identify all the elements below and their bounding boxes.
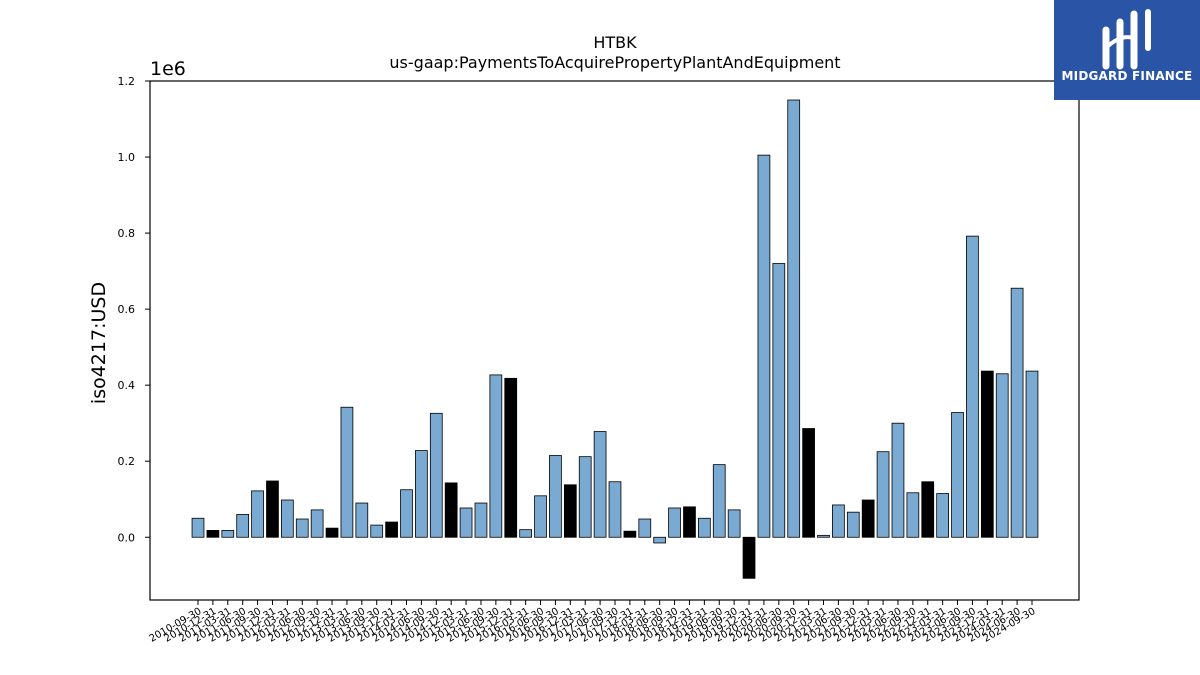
bar-2022-09-30 (906, 492, 920, 538)
bar-2023-06-30 (951, 412, 964, 538)
bar-2024-06-30 (1010, 287, 1024, 538)
bar-2015-09-30 (489, 374, 503, 538)
plot-frame (149, 80, 1080, 601)
y-tick-label: 0.2 (118, 455, 136, 468)
bar-2020-12-31 (802, 428, 815, 538)
y-tick-label: 0.6 (118, 303, 136, 316)
bar-2015-06-30 (474, 502, 488, 538)
bar-2011-06-30 (236, 514, 250, 538)
bar-2014-09-30 (429, 412, 443, 538)
bar-2018-09-30 (668, 507, 681, 538)
bar-2012-12-31 (325, 527, 339, 538)
bar-2012-06-30 (295, 518, 309, 538)
bar-2013-12-31 (385, 521, 398, 538)
y-tick-label: 1.2 (118, 75, 136, 88)
bar-2023-09-30 (966, 235, 979, 538)
bar-2019-03-31 (698, 517, 711, 538)
bar-2014-06-30 (415, 450, 428, 538)
bar-2017-12-31 (623, 530, 637, 538)
bar-2016-06-30 (534, 495, 547, 538)
bar-2022-03-31 (876, 451, 890, 538)
bar-2019-12-31 (742, 536, 756, 579)
bar-2018-12-31 (683, 506, 696, 538)
bar-2010-09-30 (191, 517, 205, 538)
bar-2021-09-30 (846, 511, 860, 538)
bar-2013-03-31 (340, 406, 354, 538)
bar-2023-12-31 (980, 370, 994, 538)
bars-group (191, 99, 1039, 579)
bar-2020-06-30 (772, 263, 786, 538)
bar-2024-03-31 (995, 373, 1009, 538)
bar-2020-03-31 (757, 154, 771, 538)
chart-subtitle: us-gaap:PaymentsToAcquirePropertyPlantAn… (389, 53, 840, 72)
bar-2010-12-31 (206, 530, 220, 538)
bar-2015-12-31 (504, 377, 518, 538)
bar-2016-03-31 (519, 529, 533, 538)
bar-2019-09-30 (727, 509, 741, 538)
bar-2024-09-30 (1025, 370, 1039, 538)
bar-2017-09-30 (608, 481, 622, 538)
bar-2016-12-31 (563, 484, 577, 538)
y-axis-multiplier: 1e6 (150, 58, 186, 80)
midgard-finance-logo: MIDGARD FINANCE (1054, 0, 1200, 100)
y-tick-label: 0.4 (118, 379, 136, 392)
bar-2018-06-30 (653, 536, 667, 544)
bar-2015-03-31 (459, 507, 473, 538)
bar-2017-06-30 (593, 431, 607, 538)
y-ticks-group: 0.0 0.2 0.4 0.6 0.8 1.0 1.2 (118, 75, 150, 544)
y-tick-label: 0.0 (118, 531, 136, 544)
bar-2011-12-31 (266, 480, 279, 538)
bar-2022-06-30 (891, 422, 905, 538)
chart-title: HTBK (593, 33, 637, 52)
bar-2021-06-30 (832, 504, 845, 538)
bar-2022-12-31 (921, 481, 935, 538)
bar-2019-06-30 (712, 464, 726, 538)
bar-2014-12-31 (444, 482, 458, 538)
bar-2011-03-31 (221, 530, 235, 538)
bar-2020-09-30 (787, 99, 801, 538)
bar-2021-03-31 (817, 534, 830, 538)
y-axis-label: iso4217:USD (88, 282, 110, 404)
bar-2013-09-30 (370, 524, 384, 538)
bar-2012-03-31 (280, 499, 294, 538)
y-tick-label: 1.0 (118, 151, 136, 164)
x-ticks-group: 2010-09-302010-12-312011-03-312011-06-30… (148, 600, 1038, 645)
bar-2021-12-31 (861, 499, 875, 538)
bar-2011-09-30 (251, 490, 264, 538)
midgard-logo-icon (1102, 9, 1151, 70)
bar-2014-03-31 (400, 489, 413, 538)
y-tick-label: 0.8 (118, 227, 136, 240)
bar-2013-06-30 (355, 502, 369, 538)
logo-name: MIDGARD FINANCE (1061, 69, 1193, 83)
bar-2023-03-31 (936, 493, 950, 538)
bar-2012-09-30 (310, 509, 324, 538)
bar-2016-09-30 (549, 455, 562, 538)
bar-2018-03-31 (638, 518, 652, 538)
bar-2017-03-31 (578, 456, 592, 538)
